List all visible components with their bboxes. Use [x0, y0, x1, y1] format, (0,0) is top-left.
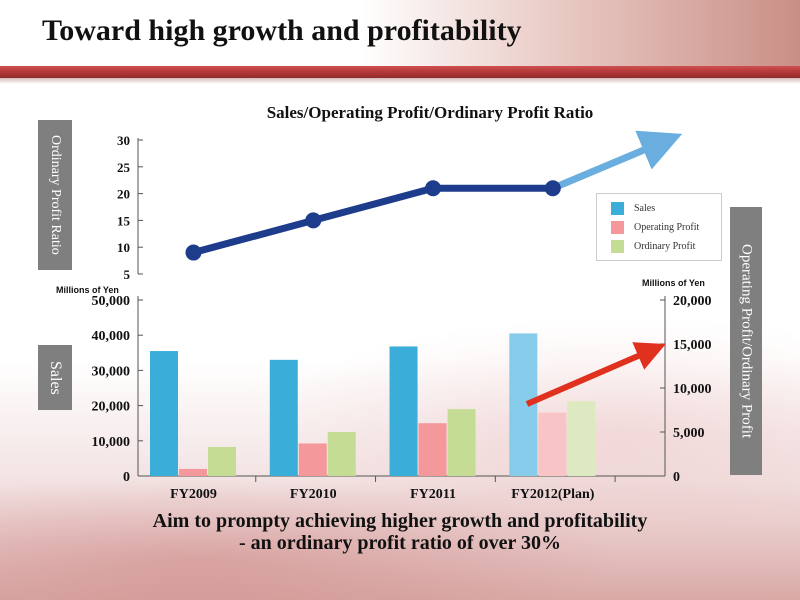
left-unit-label: Millions of Yen — [56, 285, 119, 295]
ratio-point-1 — [305, 212, 322, 229]
sales-bar-2 — [389, 346, 418, 476]
ordinary-profit-bar-3 — [567, 401, 596, 476]
legend-item-operating: Operating Profit — [611, 220, 699, 234]
conclusion-line-1: Aim to prompty achieving higher growth a… — [152, 510, 648, 532]
ratio-tick-label-0: 5 — [124, 267, 131, 282]
operating-profit-bar-1 — [298, 443, 327, 476]
legend: Sales Operating Profit Ordinary Profit — [596, 193, 722, 261]
operating-profit-bar-2 — [418, 423, 447, 476]
category-label-3: FY2012(Plan) — [511, 487, 595, 502]
ratio-line — [192, 184, 553, 256]
title-rule — [0, 66, 800, 78]
sales-bar-1 — [269, 359, 298, 476]
ratio-growth-arrow — [551, 130, 683, 192]
ratio-point-0 — [185, 244, 202, 261]
sales-tick-label-0: 0 — [123, 470, 130, 485]
legend-swatch-operating — [611, 220, 624, 234]
operating-profit-bar-3 — [538, 412, 567, 476]
legend-label-sales: Sales — [634, 202, 656, 214]
ratio-point-2 — [425, 180, 442, 197]
ratio-axis-label: Ordinary Profit Ratio — [38, 120, 72, 270]
legend-label-ordinary: Ordinary Profit — [634, 240, 696, 252]
right-unit-label: Millions of Yen — [642, 278, 705, 288]
ratio-tick-label-4: 25 — [117, 160, 131, 175]
profit-tick-label-1: 5,000 — [673, 426, 705, 441]
sales-tick-label-3: 30,000 — [92, 364, 131, 379]
slide-title: Toward high growth and profitability — [42, 14, 522, 47]
ordinary-profit-bar-0 — [208, 446, 236, 476]
category-label-0: FY2009 — [170, 487, 217, 502]
title-bar — [0, 0, 800, 66]
title-shadow — [0, 78, 800, 84]
legend-swatch-sales — [611, 201, 624, 215]
profit-tick-label-4: 20,000 — [673, 294, 712, 309]
sales-tick-label-2: 20,000 — [92, 400, 131, 415]
profit-tick-label-2: 10,000 — [673, 382, 712, 397]
category-label-2: FY2011 — [410, 487, 456, 502]
ratio-tick-label-2: 15 — [117, 213, 131, 228]
profit-trend-arrow — [525, 342, 666, 407]
ratio-point-3 — [544, 180, 561, 197]
legend-item-ordinary: Ordinary Profit — [611, 239, 695, 253]
ratio-tick-label-3: 20 — [117, 187, 130, 202]
ratio-tick-label-5: 30 — [117, 133, 130, 148]
sales-tick-label-5: 50,000 — [92, 294, 131, 309]
sales-tick-label-4: 40,000 — [92, 329, 131, 344]
operating-profit-bar-0 — [179, 468, 207, 476]
sales-axis-label: Sales — [38, 345, 72, 410]
conclusion: Aim to prompty achieving higher growth a… — [60, 510, 740, 554]
profit-axis-label: Operating Profit/Ordinary Profit — [730, 207, 762, 475]
ordinary-profit-bar-1 — [327, 432, 356, 476]
legend-swatch-ordinary — [611, 239, 624, 253]
legend-label-operating: Operating Profit — [634, 221, 700, 233]
chart-title: Sales/Operating Profit/Ordinary Profit R… — [266, 103, 594, 122]
ratio-tick-label-1: 10 — [117, 240, 130, 255]
sales-bar-3 — [509, 333, 538, 476]
category-label-1: FY2010 — [290, 487, 337, 502]
ordinary-profit-bar-2 — [447, 409, 476, 476]
sales-tick-label-1: 10,000 — [92, 435, 131, 450]
legend-item-sales: Sales — [611, 201, 655, 215]
sales-bar-0 — [150, 351, 178, 476]
profit-tick-label-3: 15,000 — [673, 338, 712, 353]
profit-tick-label-0: 0 — [673, 470, 680, 485]
conclusion-line-2: - an ordinary profit ratio of over 30% — [238, 532, 561, 554]
